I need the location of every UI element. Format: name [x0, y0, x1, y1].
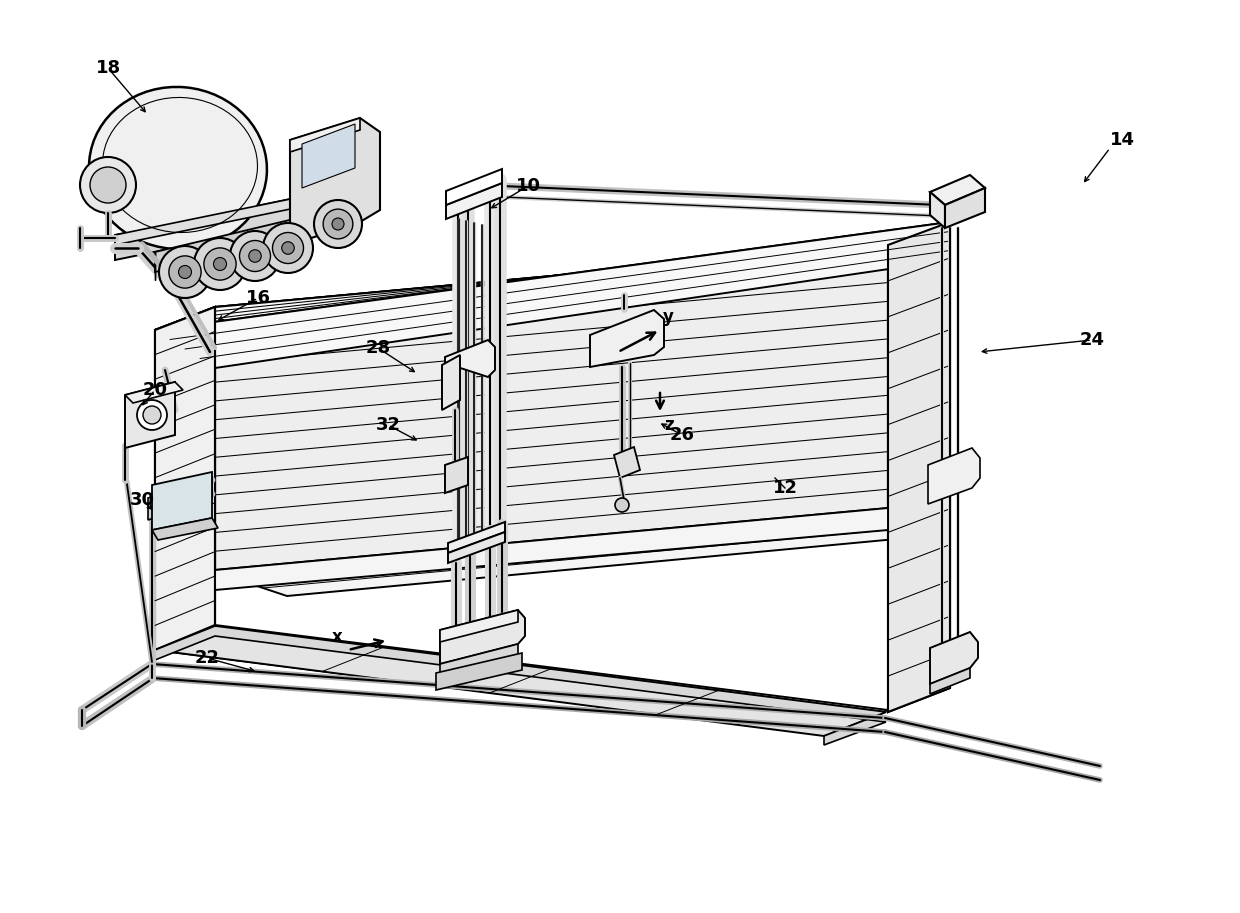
- Polygon shape: [153, 472, 212, 530]
- Polygon shape: [888, 222, 950, 712]
- Polygon shape: [155, 307, 215, 650]
- Polygon shape: [448, 522, 505, 553]
- Text: 22: 22: [195, 649, 219, 667]
- Polygon shape: [215, 245, 888, 572]
- Polygon shape: [445, 340, 495, 377]
- Circle shape: [159, 246, 211, 298]
- Polygon shape: [446, 183, 502, 219]
- Circle shape: [136, 400, 167, 430]
- Text: 18: 18: [95, 59, 120, 77]
- Text: 32: 32: [376, 416, 401, 434]
- Text: 30: 30: [129, 491, 155, 509]
- Polygon shape: [155, 626, 887, 745]
- Polygon shape: [155, 218, 308, 272]
- Circle shape: [615, 498, 629, 512]
- Text: 20: 20: [143, 381, 167, 399]
- Text: 14: 14: [1110, 131, 1135, 149]
- Polygon shape: [930, 175, 985, 205]
- Polygon shape: [440, 610, 525, 664]
- Circle shape: [143, 406, 161, 424]
- Circle shape: [314, 200, 362, 248]
- Polygon shape: [155, 307, 215, 650]
- Circle shape: [273, 233, 304, 264]
- Polygon shape: [155, 222, 950, 330]
- Text: 26: 26: [670, 426, 694, 444]
- Circle shape: [213, 257, 227, 270]
- Circle shape: [239, 240, 270, 271]
- Polygon shape: [215, 510, 950, 596]
- Text: z: z: [663, 416, 673, 434]
- Polygon shape: [215, 245, 888, 570]
- Polygon shape: [155, 626, 887, 736]
- Circle shape: [193, 238, 246, 290]
- Text: 24: 24: [1080, 331, 1105, 349]
- Polygon shape: [436, 653, 522, 690]
- Polygon shape: [440, 610, 518, 642]
- Polygon shape: [155, 222, 950, 368]
- Ellipse shape: [89, 87, 267, 249]
- Polygon shape: [930, 632, 978, 684]
- Circle shape: [281, 242, 294, 254]
- Text: y: y: [663, 308, 673, 326]
- Polygon shape: [930, 668, 970, 694]
- Polygon shape: [888, 222, 950, 586]
- Circle shape: [203, 248, 236, 280]
- Polygon shape: [290, 118, 379, 245]
- Polygon shape: [448, 532, 505, 563]
- Polygon shape: [446, 169, 502, 205]
- Polygon shape: [155, 625, 888, 735]
- Polygon shape: [115, 195, 320, 260]
- Circle shape: [91, 167, 126, 203]
- Text: 28: 28: [366, 339, 391, 357]
- Polygon shape: [215, 508, 888, 590]
- Polygon shape: [930, 192, 945, 228]
- Circle shape: [169, 256, 201, 289]
- Polygon shape: [153, 518, 218, 540]
- Polygon shape: [115, 195, 310, 245]
- Text: 12: 12: [773, 479, 797, 497]
- Polygon shape: [303, 124, 355, 188]
- Circle shape: [324, 209, 353, 239]
- Text: 10: 10: [516, 177, 541, 195]
- Polygon shape: [125, 382, 184, 403]
- Polygon shape: [928, 448, 980, 504]
- Polygon shape: [590, 310, 663, 367]
- Circle shape: [249, 250, 262, 262]
- Polygon shape: [445, 457, 467, 493]
- Text: x: x: [332, 628, 343, 646]
- Circle shape: [263, 223, 312, 273]
- Polygon shape: [888, 222, 950, 712]
- Polygon shape: [614, 447, 640, 478]
- Polygon shape: [125, 382, 175, 448]
- Polygon shape: [290, 118, 360, 152]
- Polygon shape: [148, 476, 212, 520]
- Polygon shape: [440, 644, 518, 676]
- Polygon shape: [155, 307, 215, 596]
- Polygon shape: [441, 355, 460, 410]
- Circle shape: [81, 157, 136, 213]
- Circle shape: [229, 231, 280, 281]
- Circle shape: [179, 266, 191, 278]
- Circle shape: [332, 218, 343, 230]
- Text: 16: 16: [246, 289, 270, 307]
- Polygon shape: [945, 188, 985, 228]
